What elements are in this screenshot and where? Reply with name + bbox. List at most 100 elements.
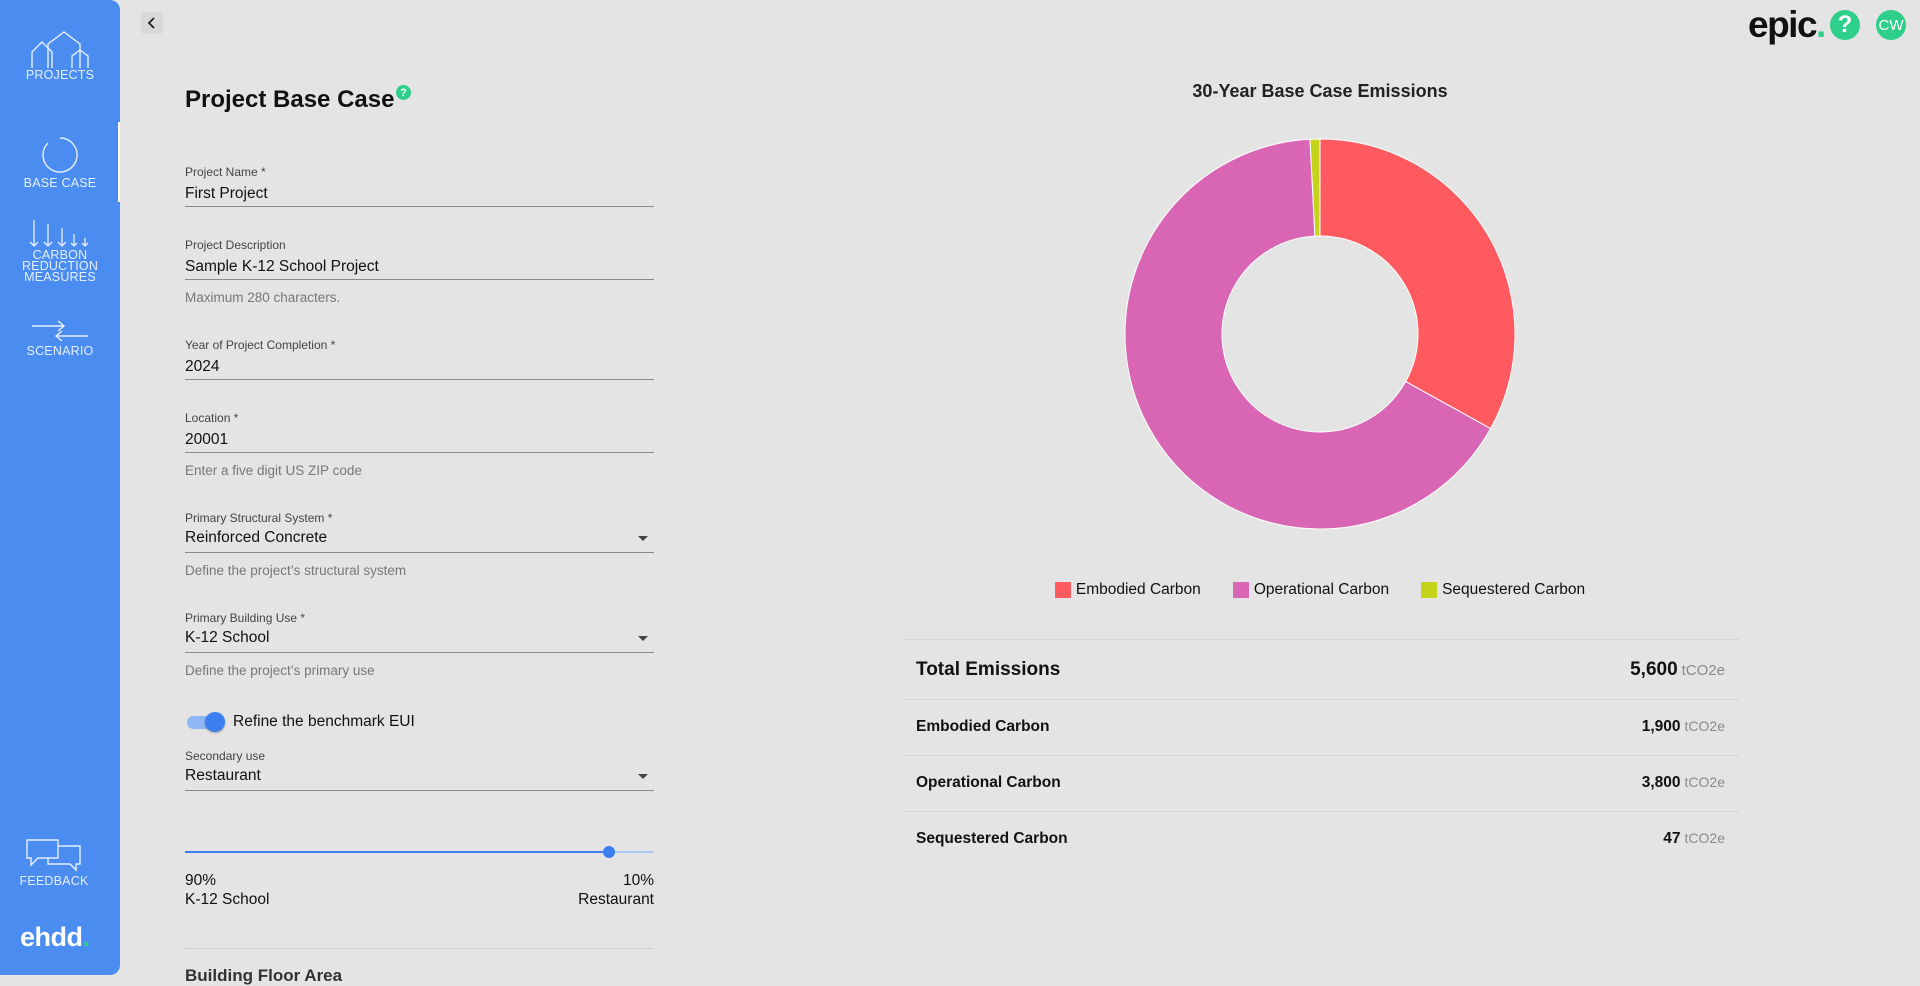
legend-label: Sequestered Carbon [1442,581,1586,598]
house-icon [31,31,89,68]
nav-label: FEEDBACK [19,874,89,888]
location-input[interactable] [185,428,654,453]
field-label: Project Description [185,238,286,252]
helper-text: Enter a five digit US ZIP code [185,463,362,478]
building-use-field: Primary Building Use * K-12 School Defin… [185,611,654,678]
refine-benchmark-toggle[interactable] [185,712,225,732]
row-label: Sequestered Carbon [916,830,1068,847]
legend-item[interactable]: Sequestered Carbon [1421,581,1585,599]
nav-label: REDUCTION [21,259,99,273]
chevron-down-icon [638,536,648,541]
helper-text: Maximum 280 characters. [185,290,341,305]
legend-item[interactable]: Operational Carbon [1232,581,1390,599]
sequestered-carbon-row: Sequestered Carbon 47 tCO2e [902,811,1739,867]
structural-system-select[interactable]: Reinforced Concrete [185,526,654,553]
secondary-use-name: Restaurant [578,891,654,908]
help-button[interactable]: ? [1830,10,1860,40]
row-value: 5,600 tCO2e [1630,659,1725,680]
nav-label: SCENARIO [26,344,94,358]
chat-bubbles-icon [26,839,81,872]
slider-thumb[interactable] [603,846,616,858]
row-label: Embodied Carbon [916,718,1050,735]
legend-item[interactable]: Embodied Carbon [1054,581,1201,599]
circle-icon [42,137,78,173]
help-icon[interactable]: ? [396,85,411,100]
epic-logo: epic. [1748,4,1826,45]
slider-track-filled [185,851,610,853]
legend-swatch [1054,582,1071,598]
row-label: Operational Carbon [916,774,1061,791]
toggle-label: Refine the benchmark EUI [233,713,415,730]
toggle-knob [205,712,225,732]
structural-system-field: Primary Structural System * Reinforced C… [185,511,654,578]
user-avatar[interactable]: CW [1876,10,1906,40]
project-description-field: Project Description Maximum 280 characte… [185,238,654,305]
nav-label: PROJECTS [25,68,95,82]
helper-text: Define the project’s structural system [185,563,407,578]
nav-item-carbon-reduction-measures[interactable]: CARBON REDUCTION MEASURES [0,218,120,283]
helper-text: Define the project’s primary use [185,663,375,678]
legend-label: Embodied Carbon [1075,581,1201,598]
donut-slice-embodied-carbon[interactable] [1319,138,1516,430]
field-label: Year of Project Completion * [185,338,336,352]
refine-benchmark-row: Refine the benchmark EUI [185,712,415,732]
nav-item-base-case[interactable]: BASE CASE [0,136,120,189]
building-use-select[interactable]: K-12 School [185,626,654,653]
donut-slice-sequestered-carbon[interactable] [1309,138,1321,237]
donut-slice-operational-carbon[interactable] [1124,138,1492,530]
primary-use-name: K-12 School [185,891,270,908]
row-value: 3,800 tCO2e [1641,774,1725,791]
legend-label: Operational Carbon [1253,581,1390,598]
down-arrows-icon [29,220,89,247]
field-label: Location * [185,411,239,425]
embodied-carbon-row: Embodied Carbon 1,900 tCO2e [902,699,1739,755]
sidebar: PROJECTS BASE CASE CARBON REDUCTION MEAS… [0,0,120,975]
chevron-left-icon [147,17,155,29]
field-label: Primary Building Use * [185,611,306,625]
nav-item-projects[interactable]: PROJECTS [0,30,120,81]
slider-track-rest [609,851,654,853]
location-field: Location * Enter a five digit US ZIP cod… [185,411,654,478]
use-mix-slider[interactable] [185,845,654,859]
select-value: Reinforced Concrete [185,529,328,546]
ehdd-logo: ehdd. [20,922,90,952]
legend-swatch [1232,582,1249,598]
primary-percent: 90% [185,872,217,889]
secondary-percent: 10% [622,872,654,889]
chevron-down-icon [638,774,648,779]
operational-carbon-row: Operational Carbon 3,800 tCO2e [902,755,1739,811]
secondary-use-field: Secondary use Restaurant [185,749,654,791]
active-indicator [118,122,120,202]
project-name-input[interactable] [185,182,654,207]
nav-item-feedback[interactable]: FEEDBACK [0,838,114,887]
chevron-down-icon [638,636,648,641]
nav-label: CARBON [32,248,88,262]
year-input[interactable] [185,355,654,380]
collapse-sidebar-button[interactable] [141,12,163,34]
emissions-donut-chart [1124,138,1516,530]
field-label: Secondary use [185,749,266,763]
nav-item-scenario[interactable]: SCENARIO [0,318,120,357]
nav-label: BASE CASE [23,176,97,190]
project-description-input[interactable] [185,255,654,280]
row-value: 1,900 tCO2e [1641,718,1725,735]
divider [185,948,654,949]
emissions-summary: Total Emissions 5,600 tCO2e Embodied Carb… [902,639,1739,867]
exchange-arrows-icon [32,320,88,342]
page-title: Project Base Case [185,86,395,113]
year-field: Year of Project Completion * [185,338,654,380]
chart-title: 30-Year Base Case Emissions [1192,81,1448,101]
row-value: 47 tCO2e [1663,830,1725,847]
row-label: Total Emissions [916,659,1061,680]
nav-label: MEASURES [24,270,96,284]
project-name-field: Project Name * [185,165,654,207]
select-value: Restaurant [185,767,261,784]
select-value: K-12 School [185,629,270,646]
secondary-use-select[interactable]: Restaurant [185,764,654,791]
field-label: Primary Structural System * [185,511,333,525]
chart-legend: Embodied Carbon Operational Carbon Sequest… [1000,581,1640,599]
total-emissions-row: Total Emissions 5,600 tCO2e [902,639,1739,699]
legend-swatch [1421,582,1438,598]
field-label: Project Name * [185,165,266,179]
section-heading: Building Floor Area [185,966,343,985]
